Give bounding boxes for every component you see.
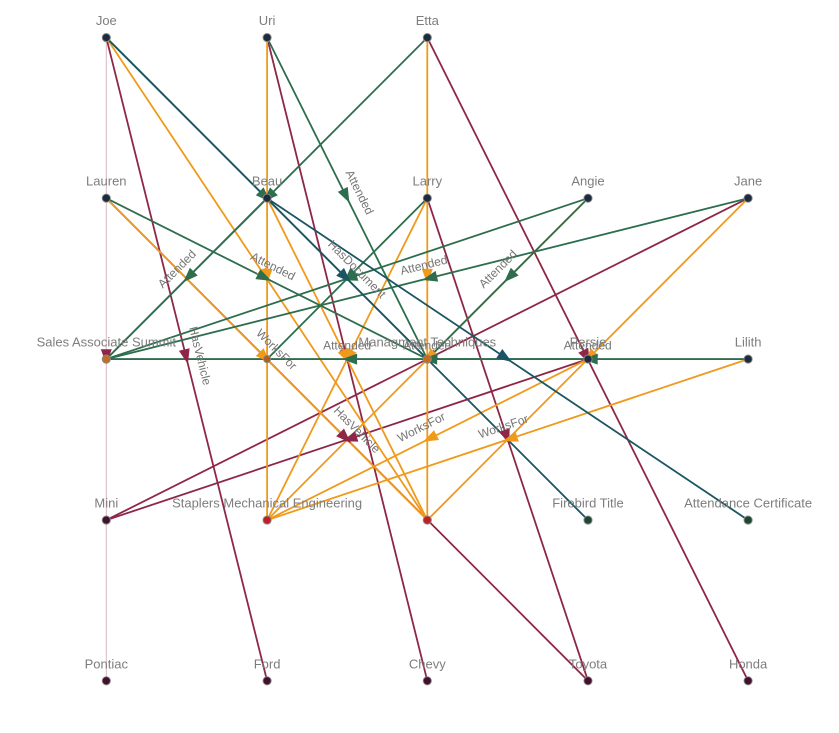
svg-text:Mini: Mini [94, 496, 118, 511]
svg-text:Attendance Certificate: Attendance Certificate [684, 496, 812, 511]
svg-text:Larry: Larry [412, 174, 442, 189]
svg-text:Jane: Jane [734, 174, 762, 189]
svg-text:Ford: Ford [254, 656, 281, 671]
svg-text:Uri: Uri [259, 13, 276, 28]
svg-text:Attended: Attended [476, 247, 520, 291]
svg-text:Joe: Joe [96, 13, 117, 28]
svg-text:Chevy: Chevy [409, 656, 446, 671]
svg-text:Pontiac: Pontiac [85, 656, 129, 671]
svg-text:Attended: Attended [248, 249, 297, 283]
svg-text:Honda: Honda [729, 656, 768, 671]
svg-text:Attended: Attended [403, 338, 451, 352]
svg-text:Attended: Attended [323, 338, 371, 352]
svg-text:Lilith: Lilith [735, 335, 762, 350]
svg-text:Etta: Etta [416, 13, 440, 28]
svg-text:Managment Techniques: Managment Techniques [358, 335, 496, 350]
svg-text:HasVehicle: HasVehicle [186, 325, 214, 387]
svg-text:Staplers Mechanical Engineerin: Staplers Mechanical Engineering [172, 496, 362, 511]
svg-text:Sales Associate Summit: Sales Associate Summit [37, 335, 177, 350]
svg-text:Persie: Persie [570, 335, 607, 350]
svg-text:Toyota: Toyota [569, 656, 608, 671]
svg-text:Angie: Angie [571, 174, 604, 189]
svg-text:Firebird Title: Firebird Title [552, 496, 624, 511]
svg-text:Attended: Attended [564, 338, 612, 352]
svg-text:Lauren: Lauren [86, 174, 126, 189]
svg-text:Beau: Beau [252, 174, 282, 189]
